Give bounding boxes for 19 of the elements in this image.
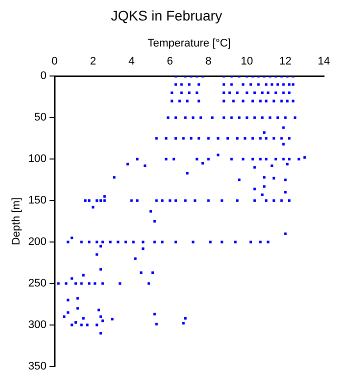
y-tick-label: 50 <box>34 112 47 124</box>
y-axis-title: Depth [m] <box>10 197 23 246</box>
y-tick-label: 100 <box>28 153 47 166</box>
y-tick-label: 200 <box>28 236 47 248</box>
x-tick-label: 6 <box>166 56 174 68</box>
y-tick-label: 350 <box>28 360 47 372</box>
y-tick-label: 300 <box>28 318 47 331</box>
x-tick-label: 12 <box>279 56 292 68</box>
y-tick-label: 0 <box>40 70 47 82</box>
x-axis-title: Temperature [°C] <box>148 37 231 50</box>
chart-title: JQKS in February <box>110 7 222 24</box>
x-tick-label: 4 <box>128 56 135 68</box>
y-tick-label: 150 <box>28 194 47 207</box>
x-tick-label: 8 <box>205 56 212 68</box>
x-tick-label: 2 <box>90 56 96 68</box>
x-tick-label: 14 <box>318 56 330 68</box>
y-tick-label: 250 <box>28 278 47 290</box>
x-tick-label: 0 <box>51 56 58 68</box>
x-tick-label: 10 <box>240 56 254 68</box>
